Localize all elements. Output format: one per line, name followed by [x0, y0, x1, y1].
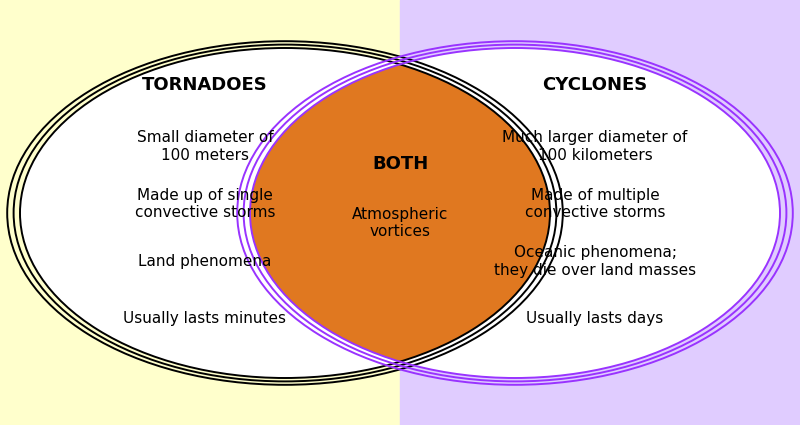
- Text: Oceanic phenomena;
they die over land masses: Oceanic phenomena; they die over land ma…: [494, 245, 696, 278]
- Text: Small diameter of
100 meters: Small diameter of 100 meters: [137, 130, 274, 163]
- Text: Made up of single
convective storms: Made up of single convective storms: [134, 188, 275, 220]
- Polygon shape: [250, 64, 550, 362]
- Text: TORNADOES: TORNADOES: [142, 76, 268, 94]
- Text: Land phenomena: Land phenomena: [138, 254, 272, 269]
- Bar: [0, 0, 400, 425]
- Text: Made of multiple
convective storms: Made of multiple convective storms: [525, 188, 666, 220]
- Text: BOTH: BOTH: [372, 155, 428, 173]
- Text: Much larger diameter of
100 kilometers: Much larger diameter of 100 kilometers: [502, 130, 688, 163]
- Bar: [400, 0, 800, 425]
- Text: CYCLONES: CYCLONES: [542, 76, 648, 94]
- Ellipse shape: [250, 48, 780, 378]
- Text: Atmospheric
vortices: Atmospheric vortices: [352, 207, 448, 239]
- Text: Usually lasts days: Usually lasts days: [526, 311, 664, 326]
- Ellipse shape: [20, 48, 550, 378]
- Text: Usually lasts minutes: Usually lasts minutes: [123, 311, 286, 326]
